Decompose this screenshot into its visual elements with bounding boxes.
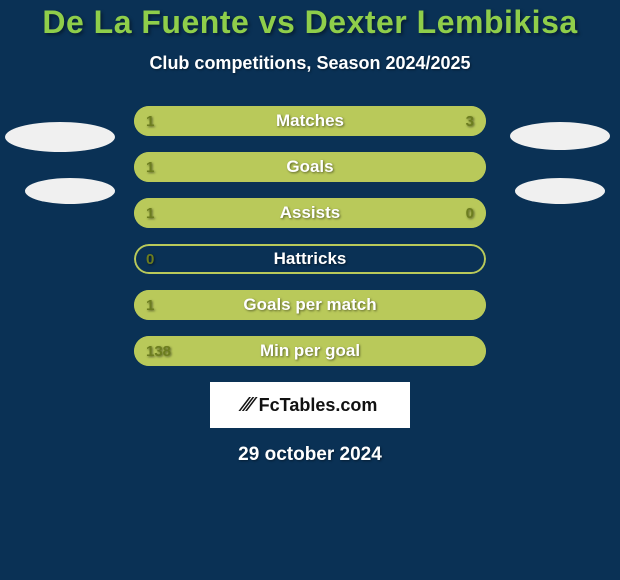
stat-bar: 0Hattricks [134, 244, 486, 274]
player-left-badge-2 [25, 178, 115, 204]
stat-bar: 10Assists [134, 198, 486, 228]
bar-label: Goals per match [134, 290, 486, 320]
player-right-badge-1 [510, 122, 610, 150]
bar-label: Min per goal [134, 336, 486, 366]
page-title: De La Fuente vs Dexter Lembikisa [0, 4, 620, 41]
subtitle: Club competitions, Season 2024/2025 [0, 53, 620, 74]
bar-label: Assists [134, 198, 486, 228]
bar-label: Matches [134, 106, 486, 136]
stat-bars: 13Matches 1Goals 10Assists 0Hattricks 1Goals… [134, 106, 486, 366]
infographic-canvas: De La Fuente vs Dexter Lembikisa Club co… [0, 0, 620, 580]
player-right-badge-2 [515, 178, 605, 204]
bar-label: Goals [134, 152, 486, 182]
player-left-badge-1 [5, 122, 115, 152]
logo-text: FcTables.com [259, 395, 378, 416]
bar-label: Hattricks [134, 244, 486, 274]
logo-icon: ⁄⁄⁄ [243, 394, 253, 417]
stat-bar: 1Goals [134, 152, 486, 182]
stat-bar: 1Goals per match [134, 290, 486, 320]
date-label: 29 october 2024 [0, 444, 620, 466]
fctables-logo: ⁄⁄⁄ FcTables.com [210, 382, 410, 428]
stat-bar: 138Min per goal [134, 336, 486, 366]
stat-bar: 13Matches [134, 106, 486, 136]
